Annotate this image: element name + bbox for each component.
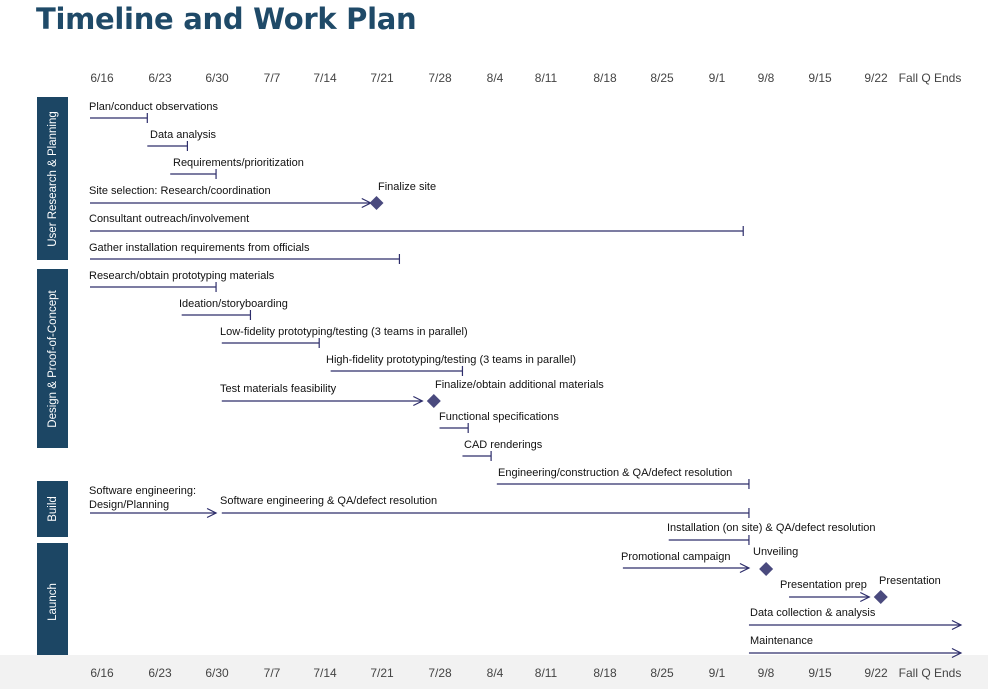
task-label: Consultant outreach/involvement [89,213,249,225]
date-label: 7/7 [263,71,281,85]
task-row: Software engineering & QA/defect resolut… [220,495,750,518]
date-label: 6/23 [148,71,172,85]
date-label: 8/11 [534,666,558,680]
task-row: High-fidelity prototyping/testing (3 tea… [326,354,576,376]
task-label: Installation (on site) & QA/defect resol… [667,522,876,534]
task-row: Plan/conduct observations [89,101,219,123]
date-label: 8/4 [486,666,504,680]
phase-build: Build [37,481,68,537]
milestone-label: Finalize/obtain additional materials [435,379,604,391]
date-label: Fall Q Ends [898,666,962,680]
task-row: Requirements/prioritization [170,157,304,179]
task-label: Data collection & analysis [750,607,876,619]
task-row: Research/obtain prototyping materials [89,270,275,292]
date-label: 7/28 [428,71,452,85]
task-label: Ideation/storyboarding [179,298,288,310]
date-label: 9/1 [708,71,726,85]
task-label: Data analysis [150,129,217,141]
date-label: 7/7 [263,666,281,680]
milestone-diamond [426,394,441,408]
date-label: 7/14 [313,71,337,85]
milestone-diamond [759,562,774,576]
task-row: Data analysis [147,129,217,151]
page-title: Timeline and Work Plan [36,2,417,36]
milestone-label: Presentation [879,575,941,587]
date-label: Fall Q Ends [898,71,962,85]
task-arrow-head [951,647,963,659]
date-label: 6/16 [90,666,114,680]
task-row: Low-fidelity prototyping/testing (3 team… [220,326,468,348]
task-row: Gather installation requirements from of… [89,242,401,264]
task-row: Functional specifications [439,411,559,433]
task-row: Consultant outreach/involvement [89,213,744,236]
date-label: 9/1 [708,666,726,680]
task-row: Test materials feasibility [220,383,424,407]
date-label: 6/30 [205,71,229,85]
timeline-header-top: 6/16 6/23 6/30 7/7 7/14 7/21 7/28 8/4 8/11 8/18 8/… [0,71,988,89]
task-label: CAD renderings [464,439,543,451]
task-label: Research/obtain prototyping materials [89,270,275,282]
milestone-label: Unveiling [753,546,798,558]
task-label: Engineering/construction & QA/defect res… [498,467,732,479]
task-label: Low-fidelity prototyping/testing (3 team… [220,326,468,338]
date-label: 7/21 [370,666,394,680]
date-label: 9/22 [864,666,888,680]
task-label: Software engineering & QA/defect resolut… [220,495,437,507]
date-label: 9/15 [808,666,832,680]
milestone-label: Finalize site [378,181,436,193]
date-label: 7/21 [370,71,394,85]
date-label: 8/4 [486,71,504,85]
task-arrow-head [206,507,218,519]
task-arrow-head [951,619,963,631]
date-label: 6/30 [205,666,229,680]
task-row: Presentation prep [780,579,871,603]
milestone-diamond [369,196,384,210]
date-label: 8/25 [650,666,674,680]
task-label: Promotional campaign [621,551,730,563]
task-label: Gather installation requirements from of… [89,242,310,254]
date-label: 7/14 [313,666,337,680]
date-label: 9/8 [757,71,775,85]
task-label: Test materials feasibility [220,383,337,395]
task-row: Ideation/storyboarding [179,298,288,320]
phase-launch: Launch [37,543,68,660]
task-label: Presentation prep [780,579,867,591]
date-label: 8/18 [593,71,617,85]
date-label: 8/11 [534,71,558,85]
task-arrow-head [860,591,871,603]
date-label: 9/22 [864,71,888,85]
phase-user-research: User Research & Planning [37,97,68,260]
date-label: 8/18 [593,666,617,680]
date-label: 6/16 [90,71,114,85]
milestone-diamond [873,590,888,604]
task-label: Site selection: Research/coordination [89,185,271,197]
task-label: Maintenance [750,635,813,647]
task-row: Engineering/construction & QA/defect res… [496,467,750,489]
task-label: Requirements/prioritization [173,157,304,169]
task-row: Maintenance [748,635,963,659]
task-row: Site selection: Research/coordination [89,185,373,209]
task-label: Functional specifications [439,411,559,423]
date-label: 9/8 [757,666,775,680]
task-row: Installation (on site) & QA/defect resol… [667,522,876,545]
task-row: Promotional campaign [621,551,751,574]
date-label: 7/28 [428,666,452,680]
date-label: 8/25 [650,71,674,85]
timeline-header-bottom: 6/16 6/23 6/30 7/7 7/14 7/21 7/28 8/4 8/11 8/18 8/… [0,666,988,684]
date-label: 9/15 [808,71,832,85]
task-label: High-fidelity prototyping/testing (3 tea… [326,354,576,366]
task-row: CAD renderings [462,439,543,461]
footer-band [0,655,988,689]
task-label: Software engineering: Design/Planning [89,485,196,511]
phase-design: Design & Proof-of-Concept [37,269,68,448]
task-row: Data collection & analysis [748,607,963,631]
task-row: Software engineering: Design/Planning [89,485,218,519]
task-arrow-head [739,562,751,574]
task-arrow-head [413,395,424,407]
task-label: Plan/conduct observations [89,101,219,113]
date-label: 6/23 [148,666,172,680]
